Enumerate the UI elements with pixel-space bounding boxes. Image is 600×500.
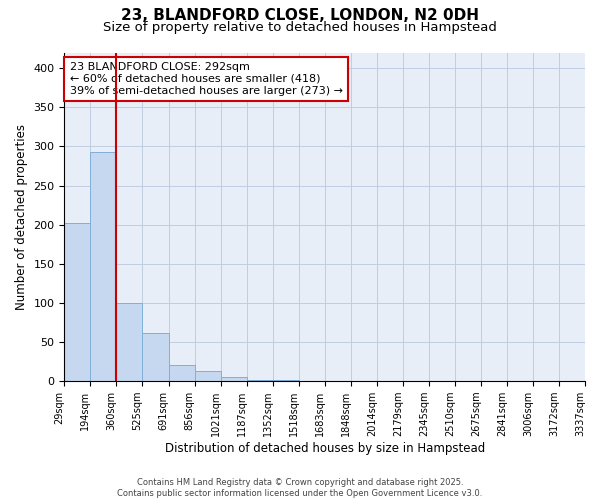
X-axis label: Distribution of detached houses by size in Hampstead: Distribution of detached houses by size … bbox=[164, 442, 485, 455]
Bar bbox=[64, 223, 91, 381]
Bar bbox=[91, 152, 116, 381]
Bar bbox=[194, 371, 221, 381]
Bar bbox=[221, 377, 247, 381]
Text: Size of property relative to detached houses in Hampstead: Size of property relative to detached ho… bbox=[103, 21, 497, 34]
Bar bbox=[169, 366, 194, 381]
Bar bbox=[247, 380, 272, 381]
Y-axis label: Number of detached properties: Number of detached properties bbox=[15, 124, 28, 310]
Text: 23 BLANDFORD CLOSE: 292sqm
← 60% of detached houses are smaller (418)
39% of sem: 23 BLANDFORD CLOSE: 292sqm ← 60% of deta… bbox=[70, 62, 343, 96]
Text: 23, BLANDFORD CLOSE, LONDON, N2 0DH: 23, BLANDFORD CLOSE, LONDON, N2 0DH bbox=[121, 8, 479, 22]
Bar bbox=[116, 303, 142, 381]
Text: Contains HM Land Registry data © Crown copyright and database right 2025.
Contai: Contains HM Land Registry data © Crown c… bbox=[118, 478, 482, 498]
Bar bbox=[272, 380, 299, 381]
Bar bbox=[142, 334, 169, 381]
